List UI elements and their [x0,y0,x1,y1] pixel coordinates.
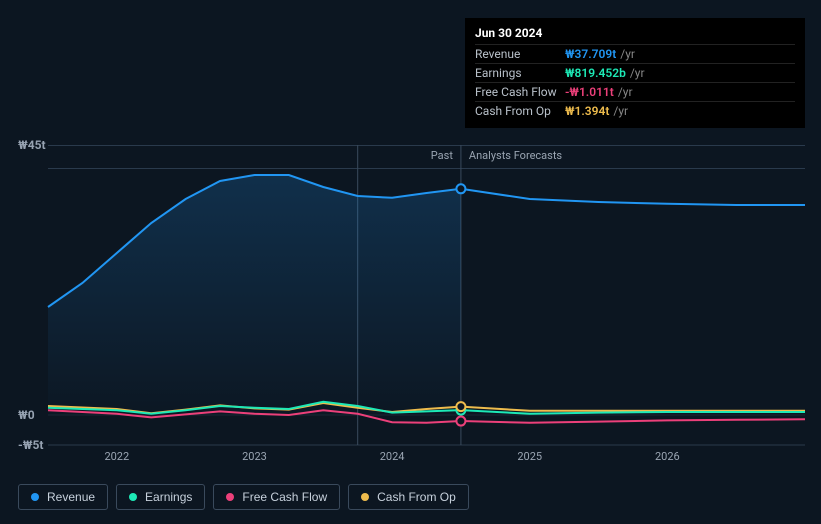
financials-chart: Jun 30 2024 Revenue₩37.709t/yrEarnings₩8… [18,0,805,512]
tooltip-unit: /yr [620,47,635,61]
legend-item-cfo[interactable]: Cash From Op [348,484,469,510]
tooltip-label: Revenue [475,47,565,61]
y-axis-label: ₩45t [18,138,46,152]
legend: Revenue Earnings Free Cash Flow Cash From O… [18,484,469,510]
legend-item-revenue[interactable]: Revenue [18,484,108,510]
x-axis-label: 2023 [242,450,267,463]
tooltip-row: Free Cash Flow-₩1.011t/yr [475,82,795,101]
x-axis-label: 2024 [380,450,405,463]
tooltip-unit: /yr [630,66,645,80]
chart-tooltip: Jun 30 2024 Revenue₩37.709t/yrEarnings₩8… [465,18,805,128]
tooltip-value: ₩37.709t [565,47,616,61]
marker-cfo [456,402,465,411]
tooltip-unit: /yr [618,85,633,99]
legend-dot-icon [129,493,137,501]
tooltip-label: Cash From Op [475,104,565,118]
marker-fcf [456,417,465,426]
legend-label: Earnings [145,490,192,504]
tooltip-value: ₩1.394t [565,104,609,118]
tooltip-value: ₩819.452b [565,66,626,80]
x-axis: 2022 2023 2024 2025 2026 [48,450,805,470]
tooltip-label: Earnings [475,66,565,80]
x-axis-label: 2025 [517,450,542,463]
tooltip-date: Jun 30 2024 [475,26,795,40]
legend-item-earnings[interactable]: Earnings [116,484,205,510]
y-axis-label: ₩0 [18,408,35,422]
tooltip-row: Cash From Op₩1.394t/yr [475,101,795,120]
x-axis-label: 2022 [104,450,129,463]
plot-svg [48,145,805,445]
tooltip-value: -₩1.011t [565,85,614,99]
tooltip-label: Free Cash Flow [475,85,565,99]
legend-dot-icon [226,493,234,501]
x-axis-label: 2026 [655,450,680,463]
marker-revenue [456,184,465,193]
legend-dot-icon [361,493,369,501]
legend-label: Cash From Op [377,490,456,504]
tooltip-unit: /yr [613,104,628,118]
legend-label: Free Cash Flow [242,490,327,504]
y-axis-label: -₩5t [18,438,43,452]
legend-item-fcf[interactable]: Free Cash Flow [213,484,340,510]
legend-dot-icon [31,493,39,501]
tooltip-row: Earnings₩819.452b/yr [475,63,795,82]
legend-label: Revenue [47,490,95,504]
plot-area[interactable]: Past Analysts Forecasts [48,145,805,445]
tooltip-row: Revenue₩37.709t/yr [475,44,795,63]
